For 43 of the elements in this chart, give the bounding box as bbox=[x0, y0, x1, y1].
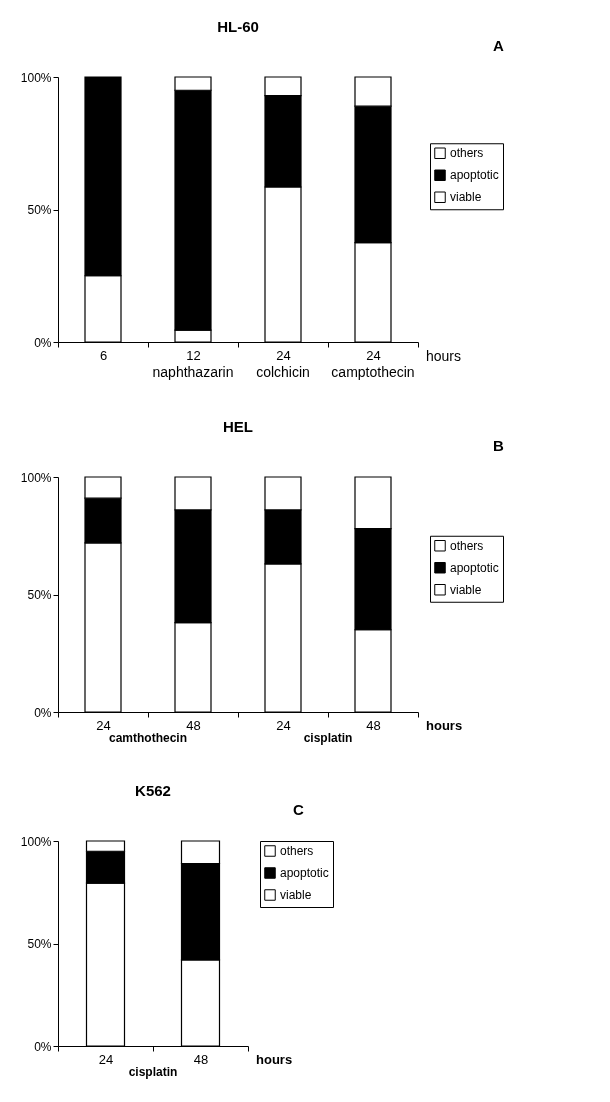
text: C bbox=[293, 801, 304, 818]
y-tick-label: 0% bbox=[34, 335, 52, 350]
y-tick-label: 0% bbox=[34, 705, 52, 720]
legend-label: apoptotic bbox=[450, 168, 499, 183]
y-tick-label: 100% bbox=[20, 470, 52, 485]
x-tick-label: 48 bbox=[193, 1051, 209, 1067]
text: A bbox=[493, 37, 504, 54]
y-tick-label: 100% bbox=[20, 70, 52, 85]
x-tick-label: 24 bbox=[276, 717, 291, 733]
text: B bbox=[493, 437, 504, 454]
x-tick-label: 24 bbox=[98, 1051, 114, 1067]
text: colchicin bbox=[256, 364, 310, 380]
legend-label: apoptotic bbox=[450, 560, 499, 575]
x-tick-label: 24 bbox=[276, 347, 291, 363]
x-tick-label: 48 bbox=[186, 717, 201, 733]
legend-label: viable bbox=[280, 888, 312, 902]
x-tick-label: 24 bbox=[96, 717, 111, 733]
text: camthothecin bbox=[108, 731, 188, 745]
x-tick-label: 6 bbox=[99, 347, 108, 363]
legend-label: viable bbox=[450, 582, 482, 597]
x-tick-label: 48 bbox=[366, 717, 381, 733]
chart-title: K562 bbox=[135, 782, 171, 799]
y-tick-label: 100% bbox=[20, 834, 52, 849]
y-tick-label: 0% bbox=[34, 1039, 52, 1054]
legend-label: others bbox=[450, 146, 484, 161]
legend-label: others bbox=[450, 538, 484, 553]
x-tick-label: 24 bbox=[366, 347, 381, 363]
y-tick-label: 50% bbox=[27, 203, 52, 217]
text: cisplatin bbox=[303, 731, 353, 745]
legend-label: others bbox=[280, 844, 314, 858]
text: cisplatin bbox=[128, 1065, 178, 1079]
text: naphthazarin bbox=[152, 364, 234, 380]
x-axis-title: hours bbox=[426, 348, 462, 364]
y-tick-label: 50% bbox=[27, 588, 52, 602]
y-tick-label: 50% bbox=[27, 937, 52, 951]
chart-title: HEL bbox=[223, 418, 253, 435]
legend-label: apoptotic bbox=[280, 866, 329, 880]
x-axis-title: hours bbox=[256, 1052, 293, 1067]
text: camptothecin bbox=[331, 364, 415, 380]
x-axis-title: hours bbox=[426, 718, 463, 733]
x-tick-label: 12 bbox=[186, 347, 201, 363]
chart-title: HL-60 bbox=[217, 18, 259, 35]
legend-label: viable bbox=[450, 190, 482, 205]
